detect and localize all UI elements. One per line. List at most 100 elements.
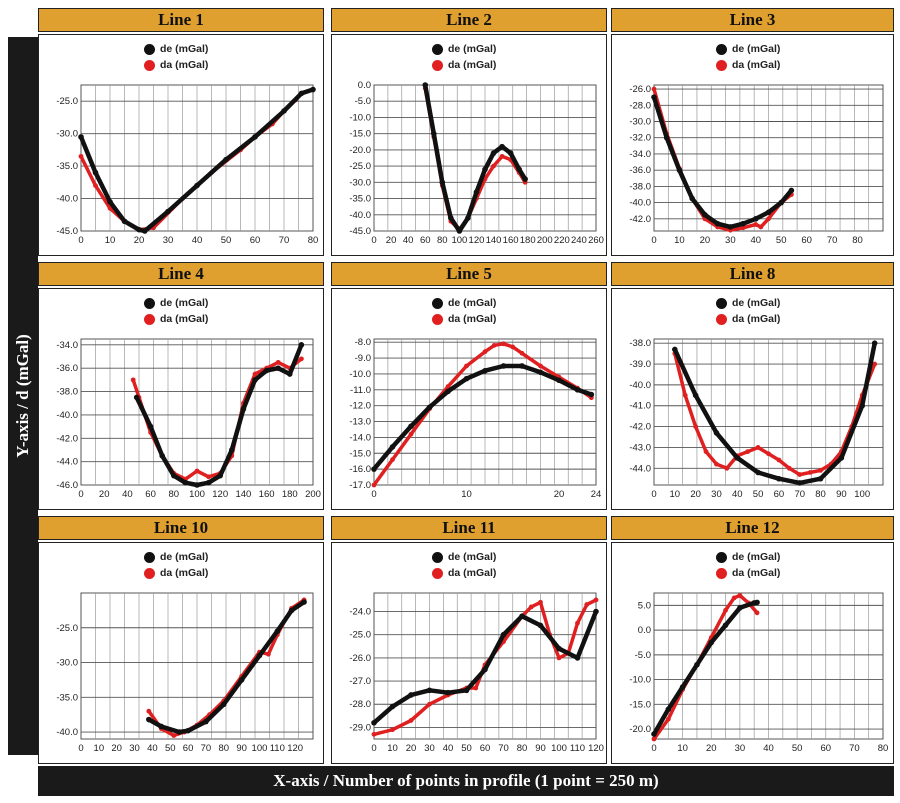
series-da-point — [556, 655, 562, 661]
series-de-point — [301, 599, 307, 605]
series-da-point — [745, 449, 751, 455]
x-tick-label: 70 — [794, 489, 805, 500]
series-de-point — [205, 479, 212, 486]
series-de-point — [574, 655, 581, 661]
chart-panel: Line 8 de (mGal) da (mGal) -38.0 -39.0 -40.0-… — [611, 262, 894, 510]
x-tick-label: 60 — [820, 743, 831, 754]
y-tick-label: -46.0 — [56, 480, 78, 491]
x-tick-label: 70 — [498, 743, 509, 754]
series-da-point — [491, 342, 497, 348]
series-de-point — [371, 466, 377, 472]
series-de-point — [574, 386, 581, 393]
x-tick-label: 40 — [403, 235, 414, 246]
y-tick-label: -28.0 — [349, 699, 371, 710]
y-tick-label: -5.0 — [635, 650, 651, 661]
series-da-point — [299, 356, 304, 362]
x-tick-label: 20 — [111, 743, 122, 754]
chart-body: de (mGal) da (mGal) -8.0 -9.0 -10.0 -11.0 -12.… — [331, 288, 607, 510]
series-de-point — [274, 628, 281, 635]
y-tick-label: -34.0 — [629, 149, 651, 160]
chart-legend: de (mGal) da (mGal) — [716, 41, 780, 73]
legend-entry: de (mGal) — [144, 295, 208, 311]
legend-marker — [144, 313, 155, 325]
y-tick-label: -16.0 — [349, 464, 371, 475]
legend-entry: de (mGal) — [432, 549, 496, 565]
series-de-point — [519, 363, 525, 369]
legend-entry: da (mGal) — [716, 565, 780, 581]
y-tick-label: -38.0 — [629, 181, 651, 192]
series-da-point — [651, 86, 657, 92]
series-da-point — [528, 604, 534, 610]
series-da-point — [575, 620, 580, 626]
x-tick-label: 10 — [105, 235, 116, 246]
series-de-point — [465, 215, 471, 221]
series-de-point — [176, 729, 182, 735]
x-tick-label: 90 — [836, 489, 847, 500]
series-de-point — [252, 134, 258, 140]
x-tick-label: 30 — [735, 743, 746, 754]
series-de-point — [796, 480, 803, 486]
series-de-point — [727, 224, 734, 230]
series-de-point — [298, 90, 305, 97]
series-de-point — [676, 167, 683, 173]
x-tick-label: 0 — [78, 235, 83, 246]
x-axis-label: X-axis / Number of points in profile (1 … — [38, 766, 894, 796]
series-da-point — [776, 457, 782, 463]
y-tick-label: -12.0 — [349, 401, 371, 412]
series-de-point — [482, 666, 488, 673]
legend-entry: da (mGal) — [432, 57, 496, 73]
series-da-point — [755, 445, 761, 450]
x-tick-label: 50 — [165, 743, 176, 754]
series-de-point — [754, 599, 760, 606]
x-tick-label: 200 — [305, 489, 321, 500]
x-tick-label: 120 — [588, 743, 604, 754]
x-tick-label: 220 — [554, 235, 570, 246]
y-tick-label: -34.0 — [56, 340, 78, 351]
x-tick-label: 100 — [189, 489, 205, 500]
x-tick-label: 110 — [570, 743, 585, 754]
series-da-point — [724, 465, 730, 471]
y-tick-label: -40.0 — [56, 194, 78, 205]
y-tick-label: -30.0 — [56, 129, 78, 140]
legend-entry: de (mGal) — [716, 549, 780, 565]
y-tick-label: -30.0 — [56, 658, 78, 669]
y-tick-label: -35.0 — [56, 692, 78, 703]
legend-marker — [144, 59, 155, 71]
x-tick-label: 10 — [94, 743, 105, 754]
chart-body: de (mGal) da (mGal) 5.0 0.0 -5.0 -10.0 -15.0 -2… — [611, 542, 894, 764]
x-tick-label: 60 — [774, 489, 785, 500]
series-de-point — [121, 218, 128, 225]
series-de-point — [702, 211, 708, 218]
y-tick-label: -32.0 — [629, 133, 651, 144]
series-da-point — [682, 392, 688, 398]
x-tick-label: 100 — [451, 235, 467, 246]
series-de-point — [240, 406, 247, 412]
chart-body: de (mGal) da (mGal) -34.0 -36.0 -38.0 -40.0 -4… — [38, 288, 324, 510]
x-tick-label: 40 — [763, 743, 774, 754]
series-de-point — [490, 150, 497, 156]
x-tick-label: 40 — [443, 743, 454, 754]
x-tick-label: 80 — [308, 235, 319, 246]
series-de-point — [755, 469, 761, 476]
series-de-point — [439, 179, 446, 186]
chart-panel: Line 4 de (mGal) da (mGal) -34.0 -36.0 -38.0-… — [38, 262, 324, 510]
legend-label: da (mGal) — [160, 59, 209, 71]
legend-entry: da (mGal) — [432, 565, 496, 581]
y-tick-label: -38.0 — [56, 387, 78, 398]
y-tick-label: -10.0 — [349, 112, 371, 123]
series-de-point — [651, 94, 657, 100]
series-de-point — [389, 444, 396, 450]
chart-legend: de (mGal) da (mGal) — [432, 295, 496, 327]
x-tick-label: 50 — [221, 235, 232, 246]
series-de-point — [516, 166, 522, 173]
series-da-point — [723, 607, 728, 613]
chart-title: Line 2 — [331, 8, 607, 32]
series-de-point — [692, 392, 699, 399]
x-tick-label: 80 — [437, 235, 448, 246]
chart-panel: Line 12 de (mGal) da (mGal) 5.0 0.0 -5.0 -10.0… — [611, 516, 894, 764]
legend-entry: de (mGal) — [144, 549, 208, 565]
legend-label: de (mGal) — [448, 297, 497, 309]
x-tick-label: 260 — [588, 235, 604, 246]
x-tick-label: 160 — [503, 235, 519, 246]
series-da-point — [758, 224, 764, 230]
